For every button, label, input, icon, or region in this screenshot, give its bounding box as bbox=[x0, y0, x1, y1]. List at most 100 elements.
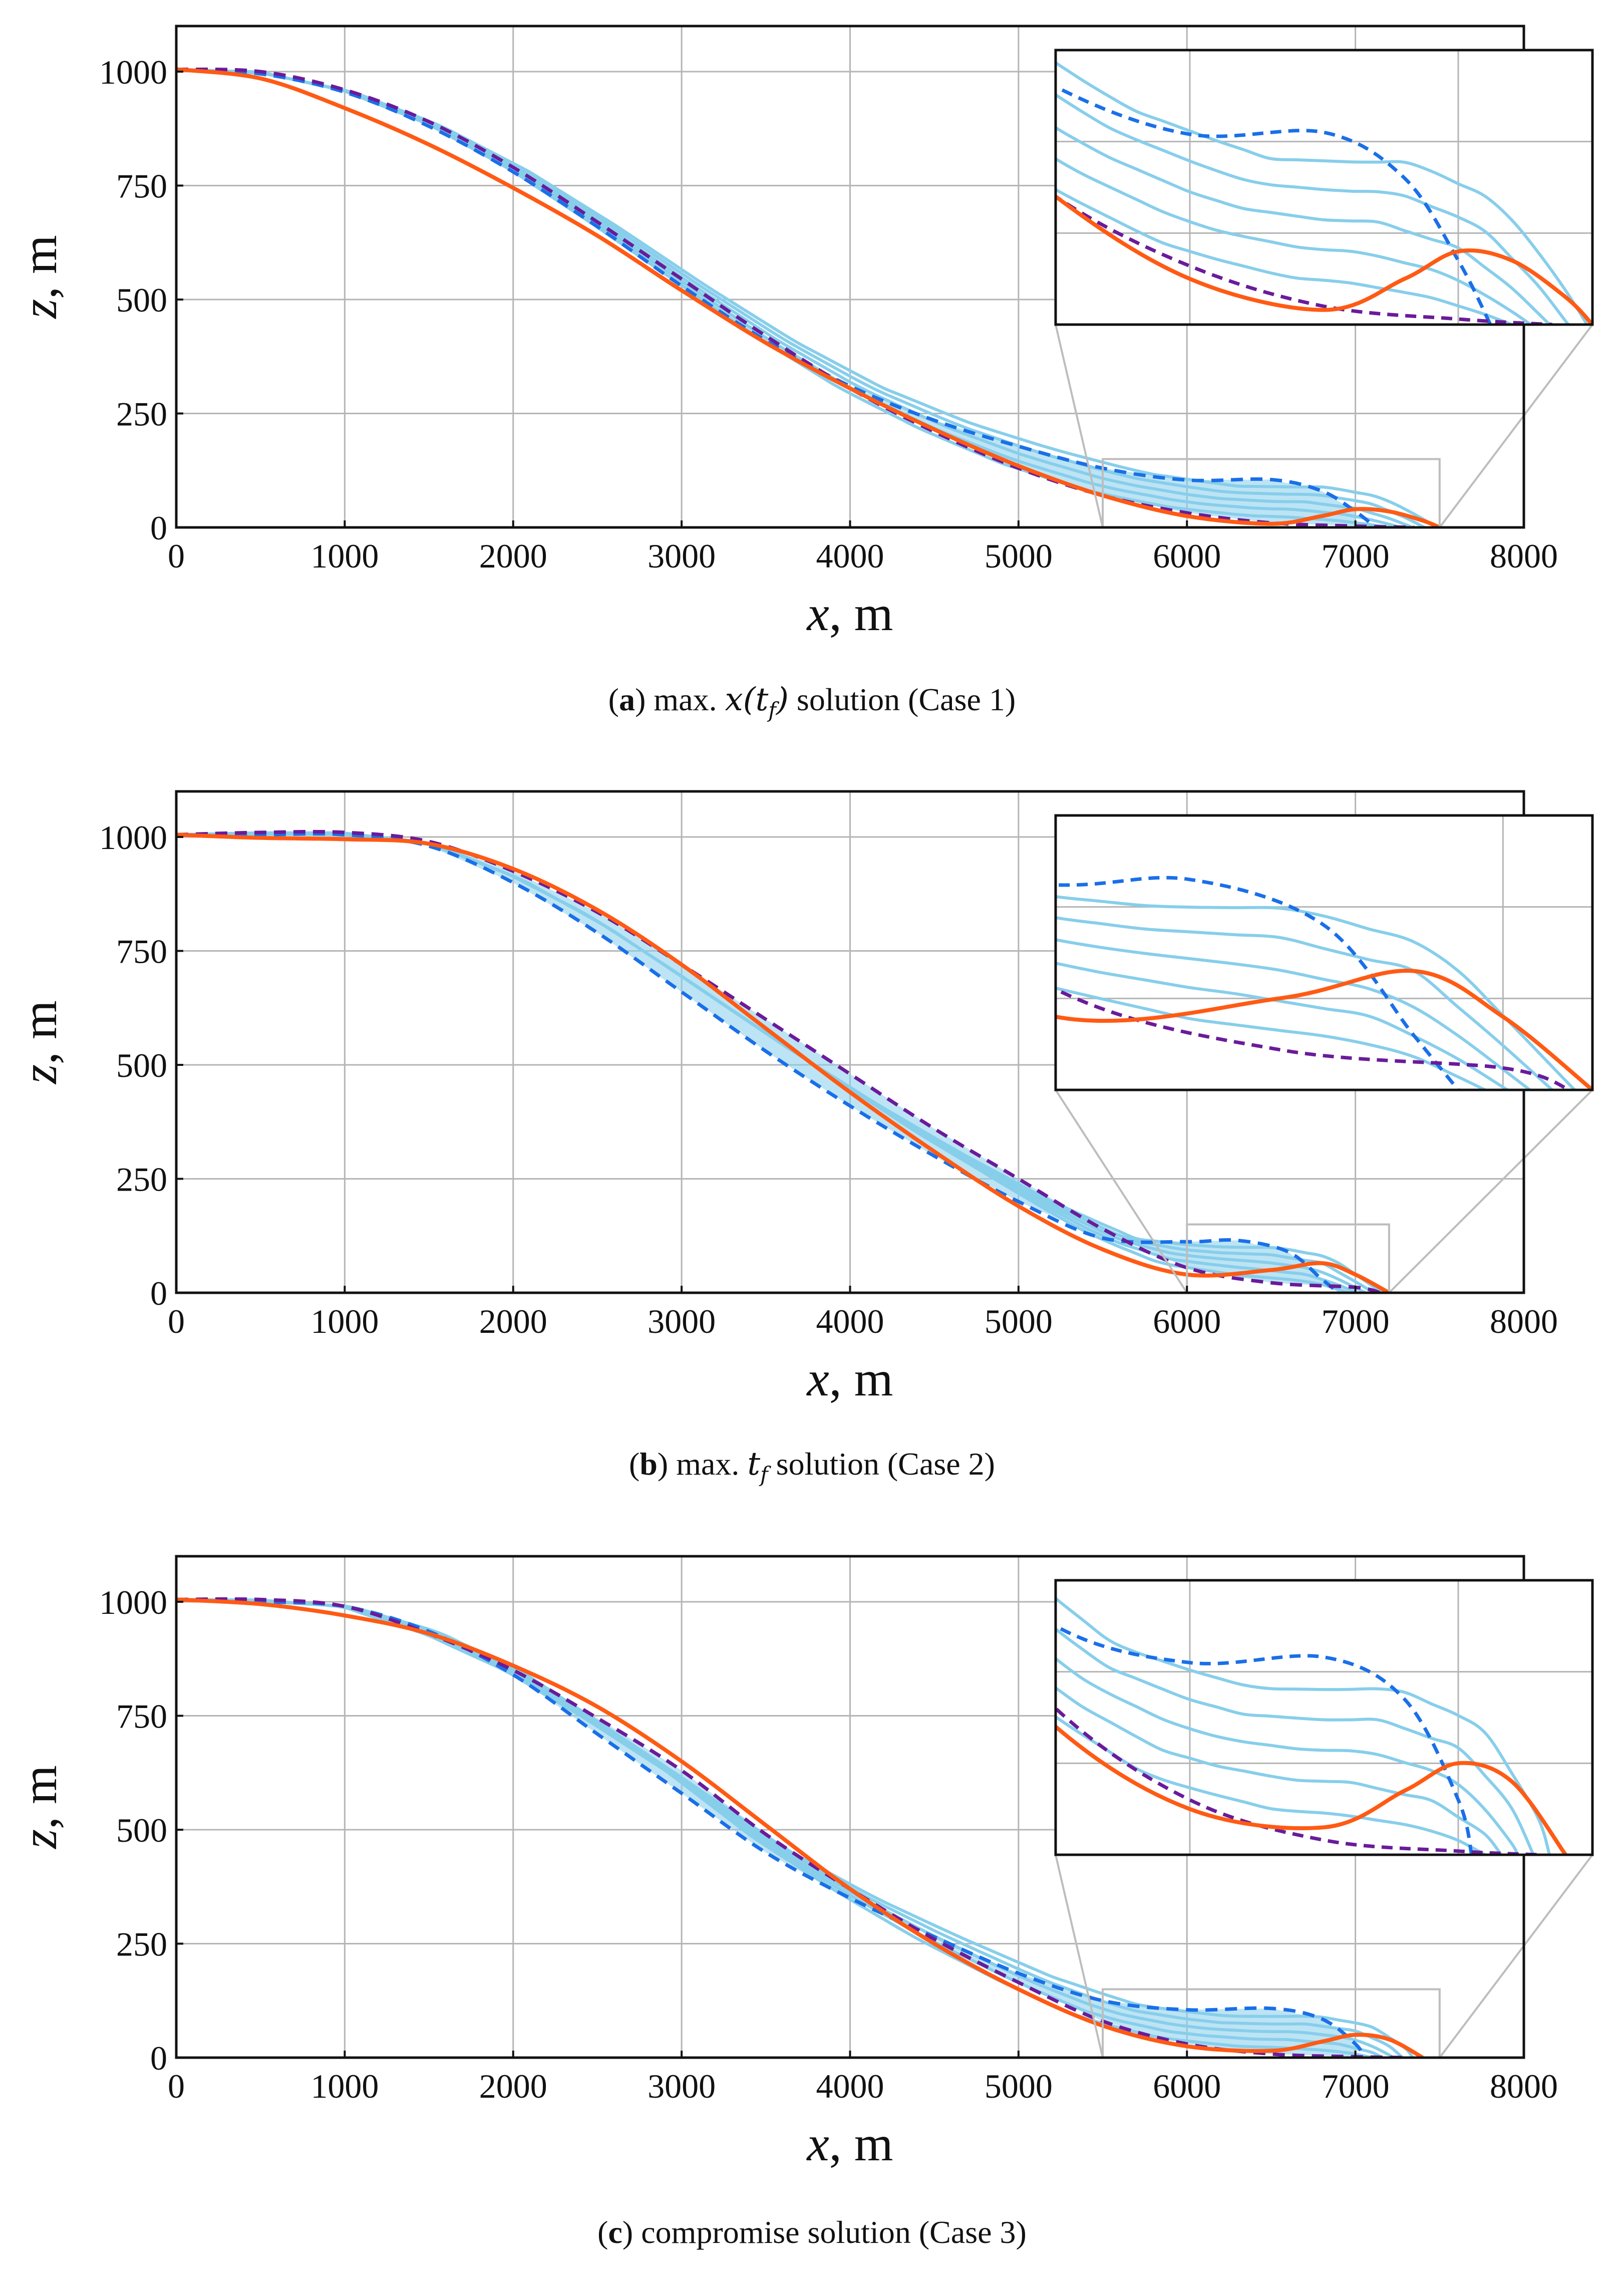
caption-suffix-a: solution (Case 1) bbox=[796, 682, 1016, 717]
y-axis-label-var: z bbox=[12, 1829, 67, 1850]
tick-group: 0 1000 2000 3000 4000 5000 6000 7000 8000 0 250 500… bbox=[99, 53, 1558, 575]
caption-suffix-c: compromise solution (Case 3) bbox=[641, 2214, 1027, 2250]
inset-trajectory-family-line bbox=[1056, 61, 1588, 325]
lower-bound-dashed-line bbox=[176, 829, 1382, 1293]
x-tick-label: 3000 bbox=[647, 1302, 716, 1340]
x-tick-label: 0 bbox=[168, 2067, 185, 2105]
x-tick-label: 4000 bbox=[816, 537, 884, 575]
x-tick-label: 7000 bbox=[1322, 537, 1390, 575]
x-tick-label: 1000 bbox=[310, 537, 379, 575]
inset-frame bbox=[1054, 49, 1594, 326]
y-tick-label: 0 bbox=[150, 509, 167, 547]
x-tick-label: 3000 bbox=[647, 2067, 716, 2105]
zoom-connector-right bbox=[1439, 1854, 1593, 2059]
x-tick-label: 4000 bbox=[816, 2067, 884, 2105]
x-tick-label: 5000 bbox=[985, 1302, 1053, 1340]
x-axis-label-unit: , m bbox=[829, 1351, 893, 1406]
inset-trajectory-family-line bbox=[1056, 188, 1515, 325]
x-tick-label: 8000 bbox=[1490, 537, 1558, 575]
plot-content bbox=[176, 1597, 1424, 2058]
inset-frame bbox=[1054, 1579, 1594, 1856]
x-tick-label: 6000 bbox=[1153, 2067, 1221, 2105]
zoom-connector-right bbox=[1388, 1089, 1593, 1294]
zoom-inset bbox=[1054, 814, 1594, 1091]
y-tick-label: 750 bbox=[116, 1697, 167, 1736]
zoom-inset bbox=[1054, 1579, 1594, 1856]
plot-content bbox=[176, 67, 1441, 527]
inset-trajectory-family-line bbox=[1056, 1627, 1535, 1855]
y-tick-label: 0 bbox=[150, 2039, 167, 2077]
x-tick-label: 4000 bbox=[816, 1302, 884, 1340]
trajectory-band-fill bbox=[176, 1599, 1356, 2057]
upper-bound-dashed-line bbox=[176, 1597, 1366, 2058]
caption-prefix-a: max. bbox=[654, 682, 717, 717]
inset-trajectory-family-line bbox=[1056, 126, 1551, 325]
zoom-connector-left bbox=[1055, 1854, 1104, 2058]
y-axis-label: z, m bbox=[12, 235, 67, 320]
chart-panel-b: 0 1000 2000 3000 4000 5000 6000 7000 8000 0 250 500… bbox=[12, 790, 1594, 1406]
y-tick-label: 500 bbox=[116, 281, 167, 319]
x-tick-label: 3000 bbox=[647, 537, 716, 575]
zoom-connector-left bbox=[1055, 324, 1104, 528]
optimal-trajectory-line bbox=[176, 67, 1441, 527]
inset-optimal-trajectory-line bbox=[1056, 1724, 1567, 1855]
chart-panel-c: 0 1000 2000 3000 4000 5000 6000 7000 8000 0 250 500… bbox=[12, 1555, 1594, 2171]
y-axis-label-unit: , m bbox=[12, 235, 67, 299]
tick-group: 0 1000 2000 3000 4000 5000 6000 7000 8000 0 250 500… bbox=[99, 818, 1558, 1340]
x-tick-label: 5000 bbox=[985, 2067, 1053, 2105]
inset-trajectory-family-line bbox=[1056, 1686, 1503, 1855]
y-tick-label: 750 bbox=[116, 167, 167, 205]
x-tick-label: 5000 bbox=[985, 537, 1053, 575]
y-tick-label: 1000 bbox=[99, 818, 167, 857]
caption-label-b: b bbox=[639, 1446, 658, 1482]
x-tick-label: 7000 bbox=[1322, 2067, 1390, 2105]
x-axis-label-unit: , m bbox=[829, 586, 893, 641]
inset-trajectory-family-line bbox=[1056, 1715, 1488, 1855]
inset-trajectory-family-line bbox=[1056, 157, 1532, 325]
caption-panel-a: (a) max. x(tf) solution (Case 1) bbox=[608, 681, 1016, 722]
inset-trajectory-family-line bbox=[1056, 1656, 1519, 1855]
inset-background bbox=[1056, 50, 1592, 325]
optimal-trajectory-line bbox=[176, 1597, 1424, 2058]
y-tick-label: 250 bbox=[116, 1161, 167, 1199]
caption-panel-c: (c) compromise solution (Case 3) bbox=[597, 2214, 1027, 2250]
y-axis-label-unit: , m bbox=[12, 1765, 67, 1829]
y-axis-label-var: z bbox=[12, 299, 67, 320]
y-axis-label: z, m bbox=[12, 1765, 67, 1850]
x-axis-label-unit: , m bbox=[829, 2116, 893, 2171]
tick-group: 0 1000 2000 3000 4000 5000 6000 7000 8000 0 250 500… bbox=[99, 1583, 1558, 2105]
zoom-connector-right bbox=[1439, 324, 1593, 528]
y-tick-label: 500 bbox=[116, 1811, 167, 1849]
optimal-trajectory-line bbox=[176, 832, 1390, 1293]
x-axis-label-var: x bbox=[806, 1351, 829, 1406]
inset-background bbox=[1056, 1580, 1592, 1855]
y-tick-label: 250 bbox=[116, 395, 167, 433]
zoom-connector-left bbox=[1055, 1089, 1188, 1294]
plot-content bbox=[176, 829, 1390, 1293]
x-tick-label: 7000 bbox=[1322, 1302, 1390, 1340]
caption-panel-b: (b) max. tf solution (Case 2) bbox=[629, 1446, 995, 1487]
y-tick-label: 500 bbox=[116, 1046, 167, 1084]
x-tick-label: 2000 bbox=[479, 1302, 547, 1340]
x-axis-label: x, m bbox=[806, 1351, 893, 1406]
inset-content bbox=[1056, 876, 1592, 1090]
x-tick-label: 6000 bbox=[1153, 537, 1221, 575]
x-tick-label: 0 bbox=[168, 1302, 185, 1340]
inset-trajectory-family-line bbox=[1056, 1596, 1551, 1855]
y-axis-label-unit: , m bbox=[12, 1000, 67, 1064]
x-axis-label-var: x bbox=[806, 2116, 829, 2171]
y-axis-label-var: z bbox=[12, 1064, 67, 1085]
caption-label-a: a bbox=[619, 682, 635, 717]
zoom-inset bbox=[1054, 49, 1594, 326]
x-tick-label: 8000 bbox=[1490, 1302, 1558, 1340]
y-tick-label: 1000 bbox=[99, 1583, 167, 1621]
chart-panel-a: 0 1000 2000 3000 4000 5000 6000 7000 8000 0 250 500… bbox=[12, 25, 1594, 641]
caption-prefix-b: max. bbox=[676, 1446, 740, 1482]
y-tick-label: 750 bbox=[116, 933, 167, 971]
x-tick-label: 6000 bbox=[1153, 1302, 1221, 1340]
inset-content bbox=[1056, 61, 1592, 325]
x-axis-label: x, m bbox=[806, 586, 893, 641]
x-tick-label: 0 bbox=[168, 537, 185, 575]
caption-suffix-b: solution (Case 2) bbox=[776, 1446, 995, 1482]
y-tick-label: 0 bbox=[150, 1274, 167, 1312]
